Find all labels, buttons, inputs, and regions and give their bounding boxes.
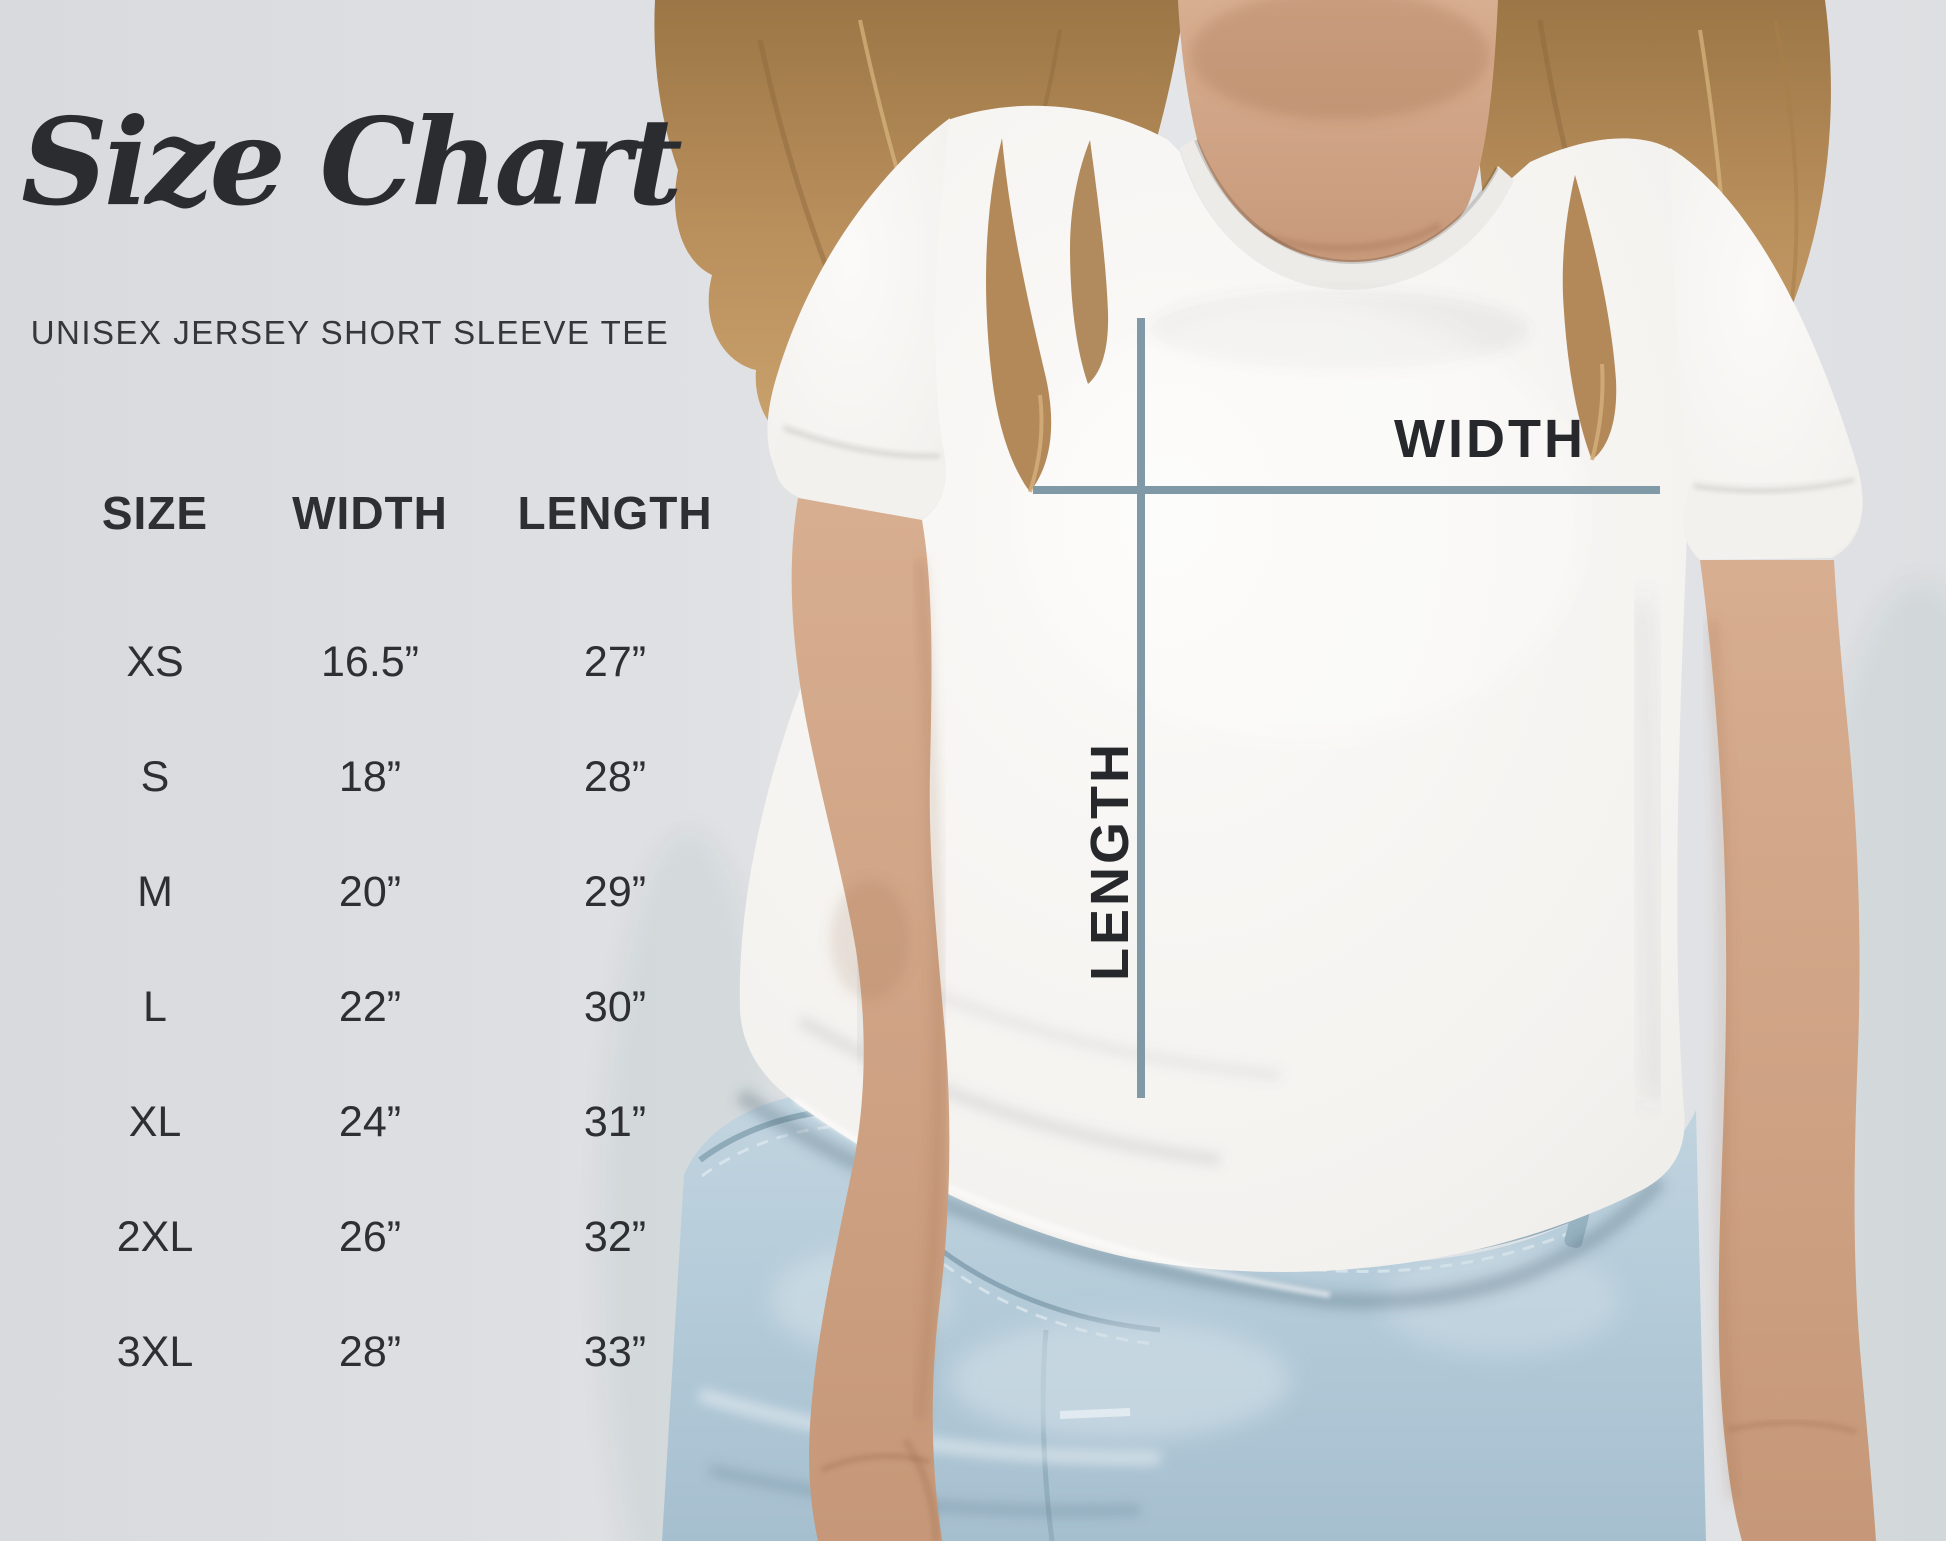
length-measure-line — [1137, 318, 1145, 1098]
size-table: SIZE WIDTH LENGTH XS 16.5” 27” S 18” 28”… — [70, 486, 730, 1377]
neck — [1178, 0, 1498, 276]
table-row: XL 24” 31” — [70, 1098, 730, 1147]
length-cell: 28” — [583, 753, 647, 801]
crew-collar — [1180, 138, 1514, 290]
size-table-header-row: SIZE WIDTH LENGTH — [70, 486, 730, 540]
width-cell: 22” — [338, 983, 402, 1031]
table-row: S 18” 28” — [70, 753, 730, 802]
length-cell: 29” — [583, 868, 647, 916]
arms — [791, 498, 1876, 1541]
width-cell: 16.5” — [320, 638, 419, 686]
width-cell: 26” — [338, 1213, 402, 1261]
size-cell: S — [140, 753, 170, 801]
page-title: Size Chart — [21, 92, 683, 233]
width-cell: 28” — [338, 1328, 402, 1376]
col-header-size: SIZE — [101, 487, 209, 539]
col-header-length: LENGTH — [517, 487, 713, 539]
length-measure-label: LENGTH — [1080, 741, 1140, 981]
table-row: 2XL 26” 32” — [70, 1213, 730, 1262]
size-cell: 3XL — [116, 1328, 194, 1376]
width-measure-line — [1033, 486, 1660, 494]
size-cell: 2XL — [116, 1213, 194, 1261]
size-cell: XS — [126, 638, 184, 686]
table-row: XS 16.5” 27” — [70, 638, 730, 687]
col-header-width: WIDTH — [292, 487, 448, 539]
size-cell: M — [137, 868, 173, 916]
length-cell: 31” — [583, 1098, 647, 1146]
width-cell: 24” — [338, 1098, 402, 1146]
size-cell: L — [143, 983, 167, 1031]
width-cell: 18” — [338, 753, 402, 801]
length-cell: 27” — [583, 638, 647, 686]
size-cell: XL — [128, 1098, 182, 1146]
length-cell: 32” — [583, 1213, 647, 1261]
front-hair-strands — [986, 138, 1617, 493]
table-row: 3XL 28” 33” — [70, 1328, 730, 1377]
table-row: L 22” 30” — [70, 983, 730, 1032]
length-cell: 30” — [583, 983, 647, 1031]
length-cell: 33” — [583, 1328, 647, 1376]
tshirt — [739, 105, 1863, 1298]
width-measure-label: WIDTH — [1394, 409, 1586, 469]
table-row: M 20” 29” — [70, 868, 730, 917]
page-subtitle: UNISEX JERSEY SHORT SLEEVE TEE — [30, 314, 670, 351]
width-cell: 20” — [338, 868, 402, 916]
